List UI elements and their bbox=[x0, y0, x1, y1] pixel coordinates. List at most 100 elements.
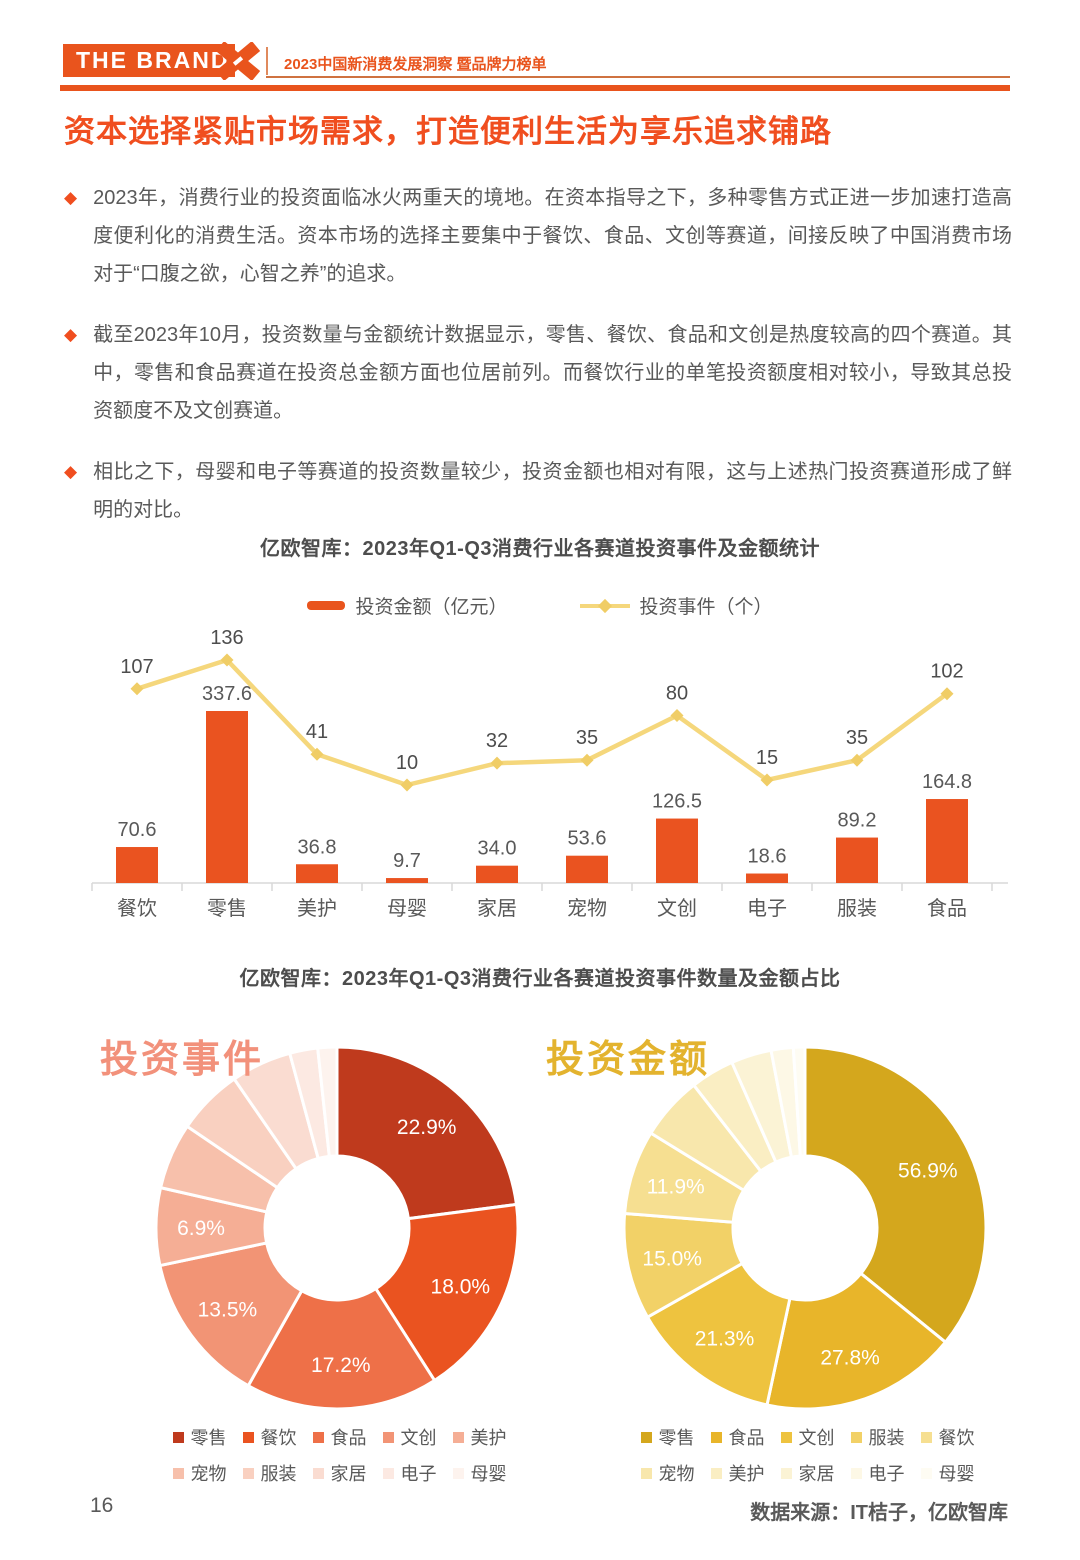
bullet-item: ◆ 2023年，消费行业的投资面临冰火两重天的境地。在资本指导之下，多种零售方式… bbox=[64, 179, 1012, 293]
pie-slice-percent: 11.9% bbox=[647, 1176, 705, 1199]
legend-item-食品: 食品 bbox=[710, 1424, 765, 1450]
line-value-label: 102 bbox=[930, 661, 963, 683]
line-value-label: 10 bbox=[396, 752, 418, 774]
bar-电子 bbox=[746, 873, 788, 883]
legend-label: 母婴 bbox=[938, 1464, 975, 1484]
line-value-label: 107 bbox=[120, 656, 153, 678]
bar-宠物 bbox=[566, 855, 608, 883]
legend-item-宠物: 宠物 bbox=[172, 1460, 227, 1486]
events-donut-legend: 零售 餐饮 食品 文创 美护 宠物 服装 家居 电子 母婴 bbox=[117, 1424, 562, 1496]
page-title: 资本选择紧贴市场需求，打造便利生活为享乐追求铺路 bbox=[64, 114, 832, 149]
legend-item-餐饮: 餐饮 bbox=[242, 1424, 297, 1450]
legend-item-零售: 零售 bbox=[640, 1424, 695, 1450]
line-marker-文创 bbox=[670, 709, 684, 723]
legend-chip bbox=[382, 1431, 394, 1443]
legend-chip bbox=[780, 1467, 792, 1479]
pie-slice-percent: 56.9% bbox=[898, 1160, 958, 1183]
legend-item-电子: 电子 bbox=[850, 1460, 905, 1486]
amount-donut-legend: 零售 食品 文创 服装 餐饮 宠物 美护 家居 电子 母婴 bbox=[585, 1424, 1030, 1496]
document-title: 2023中国新消费发展洞察 暨品牌力榜单 bbox=[284, 56, 547, 73]
legend-item-events: 投资事件（个） bbox=[579, 592, 773, 619]
legend-item-电子: 电子 bbox=[382, 1460, 437, 1486]
amount-donut-title: 投资金额 bbox=[546, 1039, 711, 1081]
line-marker-家居 bbox=[490, 756, 504, 770]
bar-食品 bbox=[926, 799, 968, 883]
x-axis-label: 餐饮 bbox=[117, 897, 157, 920]
legend-chip bbox=[850, 1467, 862, 1479]
legend-item-文创: 文创 bbox=[382, 1424, 437, 1450]
line-marker-宠物 bbox=[580, 753, 594, 767]
line-value-label: 80 bbox=[666, 683, 688, 705]
legend-chip bbox=[710, 1467, 722, 1479]
legend-label: 母婴 bbox=[470, 1464, 507, 1484]
brand-x-icon bbox=[215, 42, 261, 80]
legend-chip bbox=[640, 1467, 652, 1479]
line-marker-美护 bbox=[310, 747, 324, 761]
bar-value-label: 70.6 bbox=[118, 819, 157, 841]
pie-slice-文创 bbox=[645, 1261, 792, 1407]
header-thin-rule bbox=[266, 76, 1010, 78]
legend-chip bbox=[452, 1431, 464, 1443]
legend-chip bbox=[920, 1431, 932, 1443]
legend-label: 文创 bbox=[798, 1428, 835, 1448]
legend-label: 餐饮 bbox=[260, 1428, 297, 1448]
x-axis-label: 美护 bbox=[297, 897, 337, 920]
header-thick-rule bbox=[60, 85, 1010, 91]
bullet-item: ◆ 截至2023年10月，投资数量与金额统计数据显示，零售、餐饮、食品和文创是热… bbox=[64, 316, 1012, 430]
legend-item-美护: 美护 bbox=[710, 1460, 765, 1486]
legend-label: 宠物 bbox=[190, 1464, 227, 1484]
x-axis-label: 食品 bbox=[927, 897, 967, 920]
amount-donut-chart: 56.9% 27.8% 21.3% 15.0% 11.9% bbox=[622, 1045, 988, 1411]
pie-slice-母婴 bbox=[316, 1045, 339, 1158]
bar-家居 bbox=[476, 865, 518, 883]
legend-item-amount: 投资金额（亿元） bbox=[307, 592, 508, 619]
events-donut-title: 投资事件 bbox=[100, 1039, 265, 1081]
pie-slice-percent: 15.0% bbox=[642, 1247, 702, 1270]
legend-chip bbox=[312, 1431, 324, 1443]
pie-slice-percent: 21.3% bbox=[695, 1328, 755, 1351]
donut-section-title: 亿欧智库：2023年Q1-Q3消费行业各赛道投资事件数量及金额占比 bbox=[239, 968, 841, 990]
legend-chip bbox=[850, 1431, 862, 1443]
brand-logo-text: THE BRAND bbox=[76, 47, 230, 73]
line-marker-电子 bbox=[760, 773, 774, 787]
legend-item-宠物: 宠物 bbox=[640, 1460, 695, 1486]
bullet-text: 2023年，消费行业的投资面临冰火两重天的境地。在资本指导之下，多种零售方式正进… bbox=[93, 187, 1012, 285]
header-divider bbox=[266, 47, 268, 75]
legend-label: 餐饮 bbox=[938, 1428, 975, 1448]
legend-label: 零售 bbox=[658, 1428, 695, 1448]
bar-服装 bbox=[836, 837, 878, 883]
legend-item-服装: 服装 bbox=[242, 1460, 297, 1486]
pie-slice-percent: 13.5% bbox=[198, 1299, 258, 1322]
pie-slice-percent: 27.8% bbox=[820, 1346, 880, 1369]
line-marker-服装 bbox=[850, 753, 864, 767]
legend-chip bbox=[382, 1467, 394, 1479]
legend-chip bbox=[780, 1431, 792, 1443]
diamond-bullet-icon: ◆ bbox=[64, 325, 78, 344]
pie-slice-percent: 6.9% bbox=[177, 1217, 225, 1240]
combo-chart-title: 亿欧智库：2023年Q1-Q3消费行业各赛道投资事件及金额统计 bbox=[259, 538, 820, 560]
legend-label: 食品 bbox=[728, 1428, 765, 1448]
legend-chip bbox=[640, 1431, 652, 1443]
legend-item-美护: 美护 bbox=[452, 1424, 507, 1450]
legend-chip bbox=[172, 1431, 184, 1443]
line-marker-餐饮 bbox=[130, 682, 144, 696]
brand-logo: THE BRAND bbox=[63, 44, 236, 77]
bar-文创 bbox=[656, 818, 698, 883]
legend-label: 电子 bbox=[400, 1464, 437, 1484]
legend-item-家居: 家居 bbox=[312, 1460, 367, 1486]
legend-item-文创: 文创 bbox=[780, 1424, 835, 1450]
bar-value-label: 18.6 bbox=[748, 846, 787, 868]
diamond-bullet-icon: ◆ bbox=[64, 188, 78, 207]
line-value-label: 41 bbox=[306, 721, 328, 743]
x-axis-label: 家居 bbox=[477, 897, 517, 920]
diamond-bullet-icon: ◆ bbox=[64, 462, 78, 481]
page-number: 16 bbox=[90, 1494, 114, 1517]
legend-row: 宠物 服装 家居 电子 母婴 bbox=[117, 1460, 562, 1486]
bullet-text: 截至2023年10月，投资数量与金额统计数据显示，零售、餐饮、食品和文创是热度较… bbox=[93, 324, 1012, 422]
legend-label: 宠物 bbox=[658, 1464, 695, 1484]
x-axis-label: 服装 bbox=[837, 897, 877, 920]
line-marker-零售 bbox=[220, 653, 234, 667]
line-value-label: 35 bbox=[846, 727, 868, 749]
bar-value-label: 89.2 bbox=[838, 810, 877, 832]
